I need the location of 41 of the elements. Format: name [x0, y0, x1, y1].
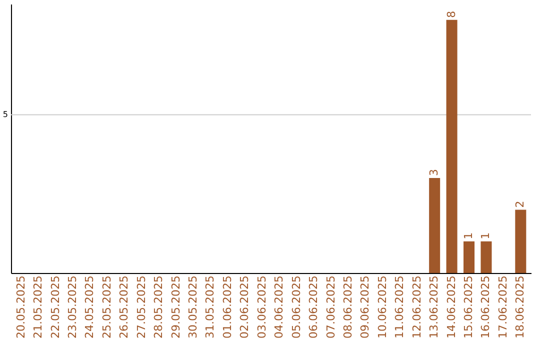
x-tick-label: 09.06.2025	[358, 276, 372, 338]
x-tick-label: 27.05.2025	[134, 276, 148, 338]
x-tick-label: 11.06.2025	[393, 276, 406, 338]
x-tick-label: 08.06.2025	[341, 276, 354, 338]
x-tick-label: 01.06.2025	[220, 276, 234, 338]
bar	[464, 241, 475, 273]
x-tick-label: 06.06.2025	[307, 276, 320, 338]
data-label: 2	[514, 200, 527, 208]
x-tick-label: 04.06.2025	[272, 276, 286, 338]
x-tick-label: 03.06.2025	[255, 276, 268, 338]
x-tick-label: 25.05.2025	[100, 276, 114, 338]
bar	[429, 178, 440, 273]
x-tick-label: 24.05.2025	[83, 276, 96, 338]
x-tick-label: 18.06.2025	[514, 276, 527, 338]
x-tick-label: 15.06.2025	[462, 276, 476, 338]
bar	[515, 210, 526, 273]
x-tick-label: 21.05.2025	[32, 276, 45, 338]
data-label: 1	[479, 232, 492, 240]
x-tick-label: 29.05.2025	[169, 276, 182, 338]
x-tick-label: 17.06.2025	[496, 276, 510, 338]
x-tick-label: 23.05.2025	[66, 276, 79, 338]
bar	[446, 20, 458, 273]
x-tick-label: 31.05.2025	[204, 276, 217, 338]
x-tick-label: 16.06.2025	[479, 276, 492, 338]
x-tick-label: 26.05.2025	[118, 276, 131, 338]
x-tick-label: 20.05.2025	[14, 276, 28, 338]
x-tick-label: 12.06.2025	[410, 276, 424, 338]
x-tick-label: 05.06.2025	[290, 276, 303, 338]
x-tick-label: 14.06.2025	[444, 276, 458, 338]
x-tick-label: 30.05.2025	[186, 276, 200, 338]
x-tick-label: 10.06.2025	[376, 276, 389, 338]
data-label: 1	[462, 232, 476, 240]
ref-line-label: 5	[2, 110, 8, 119]
data-label: 8	[444, 10, 458, 18]
x-tick-label: 28.05.2025	[152, 276, 166, 338]
x-tick-label: 22.05.2025	[48, 276, 62, 338]
x-tick-label: 07.06.2025	[324, 276, 338, 338]
x-tick-label: 02.06.2025	[238, 276, 252, 338]
x-tick-label: 13.06.2025	[428, 276, 441, 338]
data-label: 3	[428, 169, 441, 176]
bar	[480, 241, 492, 273]
